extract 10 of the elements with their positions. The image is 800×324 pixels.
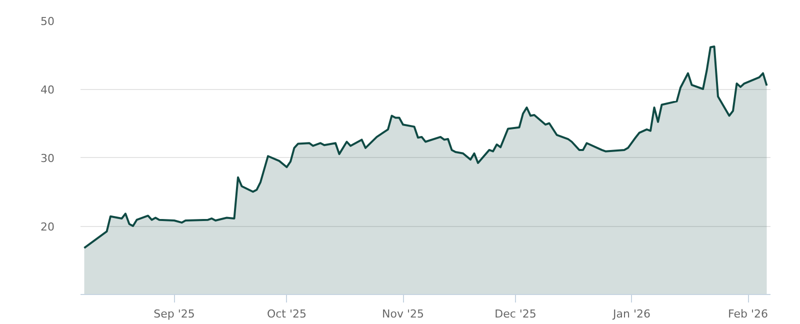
x-tick-label: Nov '25: [382, 308, 424, 320]
x-tick-label: Jan '26: [612, 308, 650, 320]
x-tick-label: Feb '26: [728, 308, 768, 320]
x-tick-label: Dec '25: [494, 308, 536, 320]
x-tick-label: Oct '25: [266, 308, 307, 320]
y-tick-label: 20: [40, 220, 55, 234]
y-tick-label: 40: [40, 84, 55, 96]
y-tick-label: 30: [40, 152, 55, 165]
y-tick-label: 50: [40, 15, 55, 28]
x-tick-label: Sep '25: [154, 308, 195, 320]
